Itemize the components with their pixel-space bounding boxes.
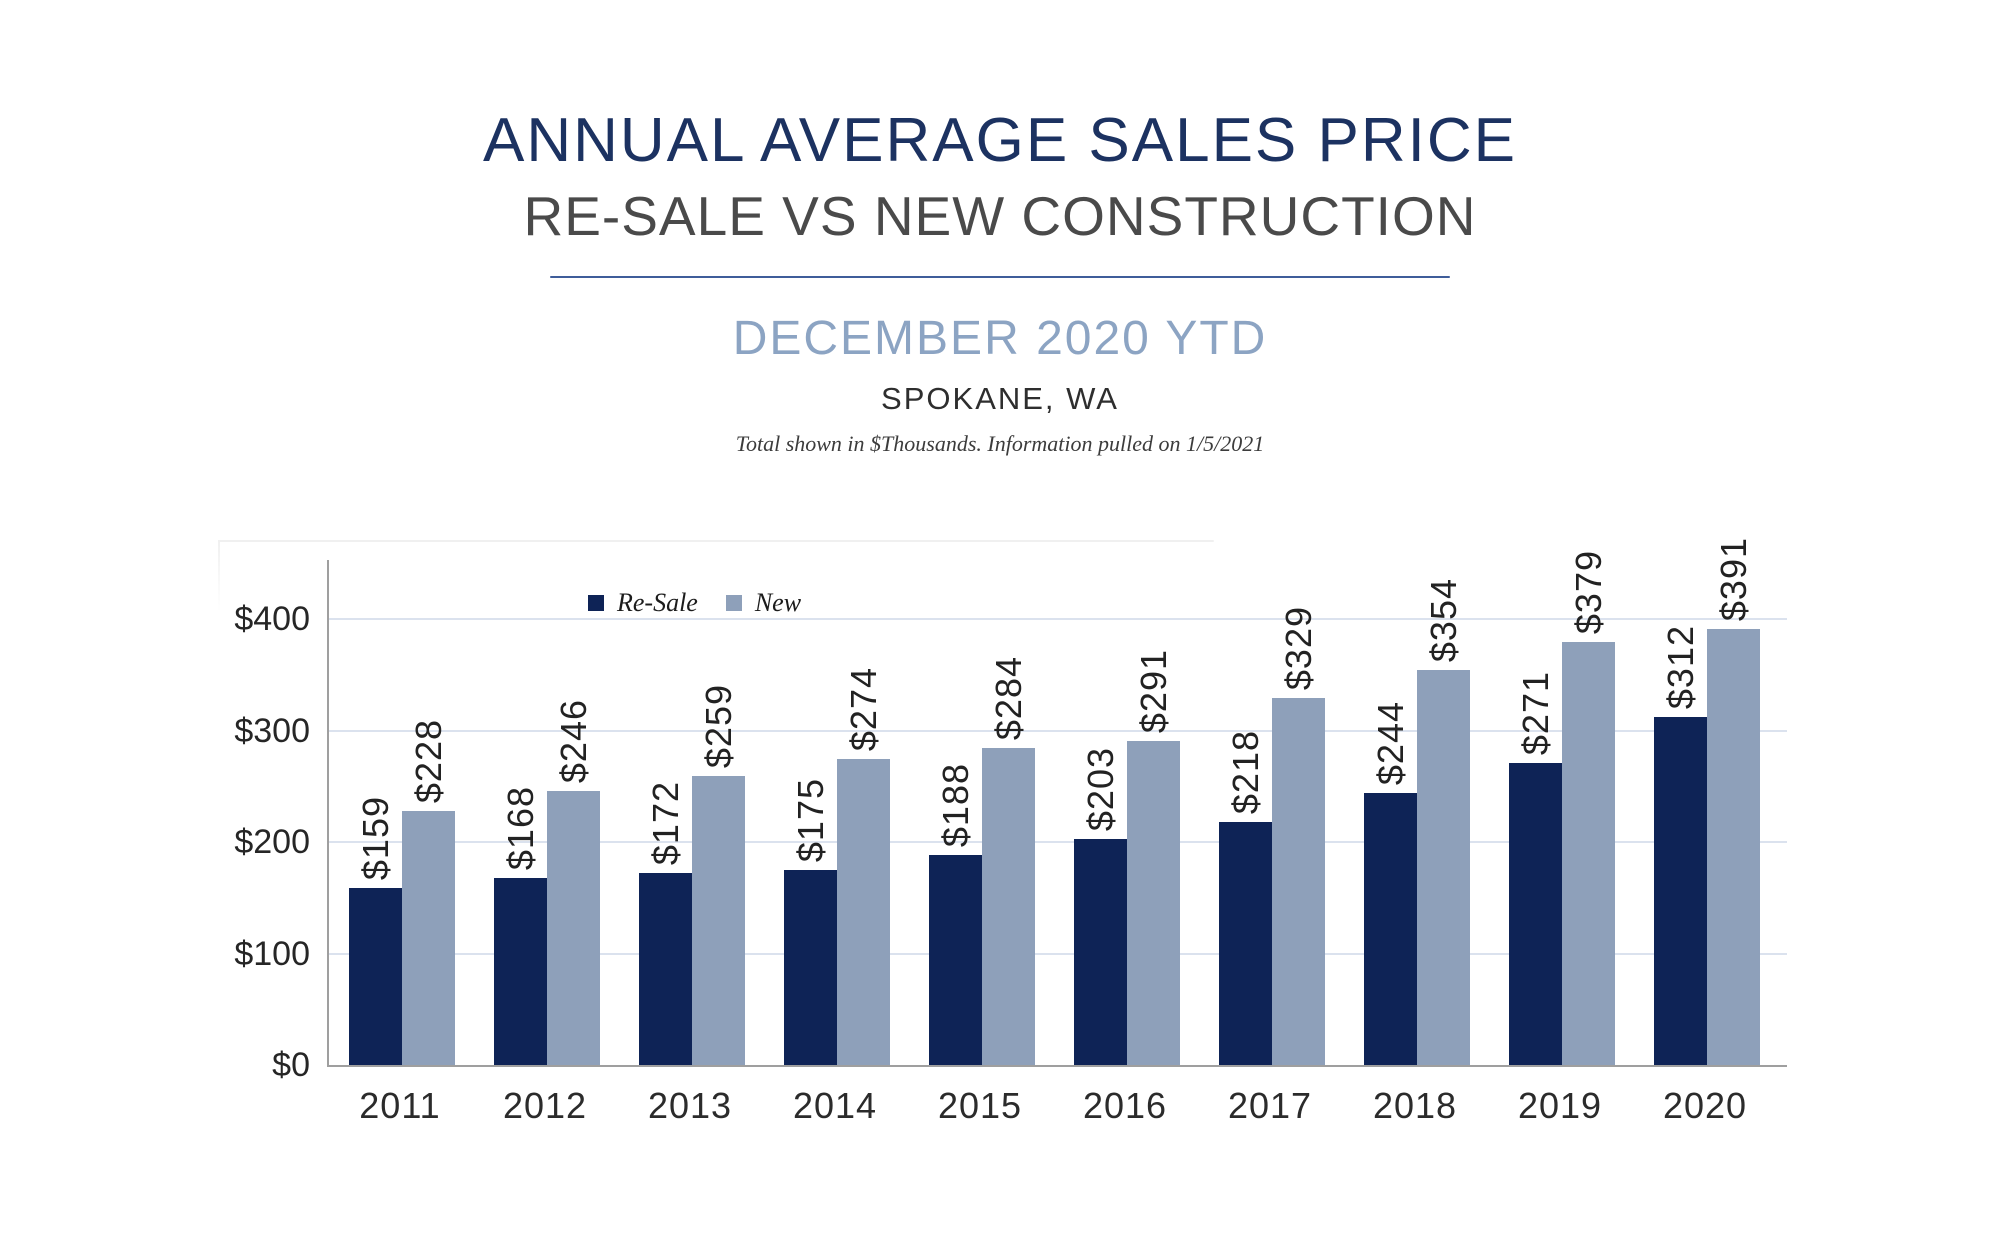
gridline-200: [329, 841, 1787, 843]
value-label-new-2017: $329: [1272, 606, 1325, 690]
value-label-new-2018: $354: [1417, 578, 1470, 662]
value-label-resale-2018: $244: [1364, 701, 1417, 785]
value-label-text: $274: [842, 666, 884, 751]
value-label-new-2016: $291: [1127, 649, 1180, 733]
value-label-resale-2012: $168: [494, 786, 547, 870]
value-label-text: $228: [407, 718, 449, 803]
legend-swatch-new: [725, 595, 742, 611]
page-subtitle: RE-SALE VS NEW CONSTRUCTION: [523, 185, 1477, 247]
value-label-resale-2020: $312: [1654, 625, 1707, 709]
value-label-new-2020: $391: [1707, 537, 1760, 621]
bar-new-2011: [402, 811, 455, 1065]
bar-resale-2013: [639, 873, 692, 1065]
value-label-new-2011: $228: [402, 719, 455, 803]
bar-new-2019: [1562, 642, 1615, 1065]
value-label-new-2012: $246: [547, 699, 600, 783]
value-label-text: $329: [1277, 605, 1319, 690]
footnote: Total shown in $Thousands. Information p…: [735, 431, 1265, 456]
header-divider: [550, 276, 1450, 278]
x-label-2011: 2011: [359, 1085, 441, 1126]
gridline-400: [329, 618, 1787, 620]
x-label-2013: 2013: [647, 1085, 733, 1126]
gridline-300: [329, 729, 1787, 732]
bar-resale-2020: [1654, 717, 1707, 1065]
gridline-100: [329, 952, 1787, 955]
value-label-text: $271: [1514, 670, 1556, 755]
value-label-text: $312: [1659, 624, 1701, 709]
bar-resale-2018: [1364, 793, 1417, 1065]
bar-resale-2012: [494, 878, 547, 1065]
bar-new-2018: [1417, 670, 1470, 1065]
value-label-text: $203: [1079, 746, 1121, 831]
legend-label-new: New: [754, 588, 802, 617]
value-label-new-2019: $379: [1562, 550, 1615, 634]
bar-resale-2011: [349, 888, 402, 1065]
x-label-2012: 2012: [502, 1085, 588, 1126]
value-label-resale-2011: $159: [349, 796, 402, 880]
bar-new-2014: [837, 759, 890, 1065]
value-label-text: $218: [1224, 729, 1266, 814]
x-label-2019: 2019: [1517, 1085, 1603, 1126]
value-label-text: $379: [1567, 549, 1609, 634]
y-tick-label-400: $400: [234, 600, 310, 638]
value-label-resale-2013: $172: [639, 781, 692, 865]
value-label-text: $391: [1712, 536, 1754, 621]
page-title: ANNUAL AVERAGE SALES PRICE: [482, 106, 1517, 175]
report-location: SPOKANE, WA: [881, 381, 1119, 416]
value-label-new-2014: $274: [837, 667, 890, 751]
bar-new-2016: [1127, 741, 1180, 1065]
bar-new-2013: [692, 776, 745, 1065]
x-label-2020: 2020: [1662, 1085, 1748, 1126]
value-label-resale-2017: $218: [1219, 730, 1272, 814]
value-label-new-2015: $284: [982, 656, 1035, 740]
value-label-text: $175: [789, 777, 831, 862]
y-tick-label-200: $200: [234, 823, 310, 861]
chart-panel-edge-top: [218, 540, 1214, 542]
bar-resale-2014: [784, 870, 837, 1065]
value-label-text: $244: [1369, 700, 1411, 785]
y-tick-label-100: $100: [234, 934, 310, 973]
report-period: DECEMBER 2020 YTD: [732, 312, 1268, 365]
value-label-text: $246: [552, 698, 594, 783]
value-label-text: $284: [987, 655, 1029, 740]
value-label-text: $259: [697, 683, 739, 768]
bar-resale-2017: [1219, 822, 1272, 1065]
legend: Re-Sale New: [588, 588, 829, 618]
bar-new-2020: [1707, 629, 1760, 1065]
legend-label-resale: Re-Sale: [617, 588, 698, 617]
x-label-2014: 2014: [792, 1085, 878, 1126]
value-label-resale-2015: $188: [929, 763, 982, 847]
value-label-text: $291: [1132, 648, 1174, 733]
bar-new-2017: [1272, 698, 1325, 1065]
bar-resale-2016: [1074, 839, 1127, 1065]
plot-area: Re-Sale New $159 $228 $168 $246 $172 $259 $175…: [327, 537, 1787, 1067]
value-label-resale-2019: $271: [1509, 671, 1562, 755]
x-label-2016: 2016: [1082, 1085, 1168, 1126]
bar-resale-2015: [929, 855, 982, 1065]
y-tick-label-0: $0: [272, 1046, 310, 1084]
x-label-2015: 2015: [937, 1085, 1023, 1126]
value-label-resale-2016: $203: [1074, 747, 1127, 831]
x-label-2017: 2017: [1227, 1085, 1313, 1126]
x-label-2018: 2018: [1372, 1085, 1458, 1126]
value-label-resale-2014: $175: [784, 778, 837, 862]
legend-swatch-resale: [588, 595, 604, 611]
y-tick-label-300: $300: [234, 711, 310, 750]
bar-resale-2019: [1509, 763, 1562, 1065]
value-label-text: $188: [934, 762, 976, 847]
value-label-text: $172: [644, 780, 686, 865]
value-label-text: $354: [1422, 577, 1464, 662]
value-label-text: $168: [499, 785, 541, 870]
chart-panel-edge-left: [218, 540, 220, 612]
bar-new-2015: [982, 748, 1035, 1065]
value-label-text: $159: [354, 795, 396, 880]
bar-new-2012: [547, 791, 600, 1065]
value-label-new-2013: $259: [692, 684, 745, 768]
